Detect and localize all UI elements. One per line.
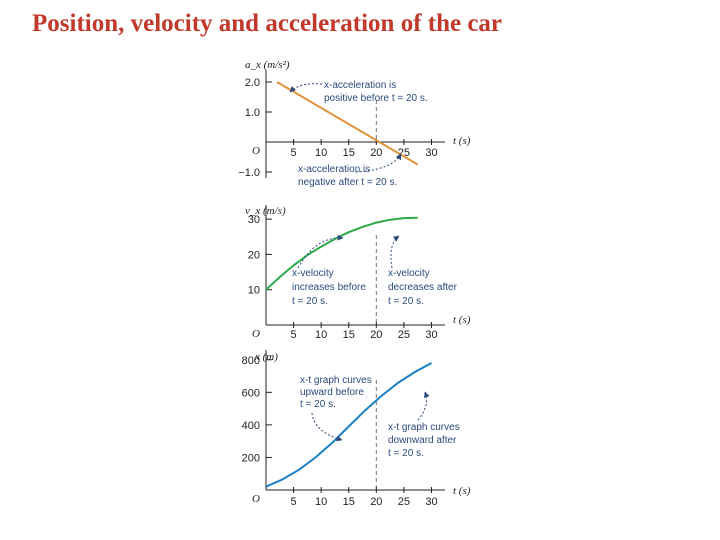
position-x-axis-label: t (s) [453, 485, 471, 497]
velocity-y-tick-label: 30 [248, 214, 260, 226]
acceleration-annotation-arrow [355, 153, 402, 173]
acceleration-x-tick-label: 5 [291, 147, 297, 159]
velocity-x-tick-label: 30 [425, 329, 437, 341]
velocity-x-tick-label: 20 [370, 329, 382, 341]
acceleration-y-tick-label: −1.0 [238, 167, 260, 179]
position-x-tick-label: 20 [370, 496, 382, 508]
page-title: Position, velocity and acceleration of t… [32, 10, 503, 37]
velocity-panel: 5 10 15 20 25 30 30 20 10 Ov_x (m/s) t (s) x-veloci… [245, 205, 471, 341]
position-curve [265, 362, 432, 488]
acceleration-x-tick-label: 30 [425, 147, 437, 159]
position-annotation-arrow [311, 412, 343, 442]
position-x-tick-label: 5 [291, 496, 297, 508]
velocity-y-axis-label: v_x (m/s) [245, 205, 286, 217]
acceleration-annotation-arrow [289, 83, 323, 93]
velocity-y-tick-label: 10 [248, 285, 260, 297]
position-x-tick-label: 25 [398, 496, 410, 508]
position-annotation-arrow [417, 391, 430, 421]
acceleration-annotation: x-acceleration is negative after t = 20 s… [298, 164, 397, 188]
acceleration-x-tick-label: 15 [343, 147, 355, 159]
position-y-tick-label: 800 [242, 355, 260, 367]
velocity-annotation: x-velocity increases before t = 20 s. [292, 268, 366, 307]
acceleration-x-tick-label: 20 [370, 147, 382, 159]
velocity-origin-label: O [252, 328, 260, 340]
velocity-x-tick-label: 10 [315, 329, 327, 341]
position-y-tick-label: 200 [242, 452, 260, 464]
position-y-axis-label: x (m) [254, 351, 278, 363]
velocity-x-axis-label: t (s) [453, 314, 471, 326]
velocity-x-tick-label: 5 [291, 329, 297, 341]
velocity-annotation-arrow [297, 234, 344, 269]
velocity-annotation: x-velocity decreases after t = 20 s. [388, 268, 458, 307]
velocity-x-tick-label: 15 [343, 329, 355, 341]
acceleration-panel: 5 10 15 20 25 302.01.0−1.0Oa_x (m/s²)t (s)x-a… [238, 59, 470, 188]
acceleration-y-axis-label: a_x (m/s²) [245, 59, 290, 71]
position-y-tick-label: 400 [242, 420, 260, 432]
acceleration-x-axis-label: t (s) [453, 135, 471, 147]
position-x-tick-label: 10 [315, 496, 327, 508]
velocity-y-tick-label: 20 [248, 249, 260, 261]
velocity-annotation-arrow [390, 235, 400, 269]
position-panel: 5 10 15 20 25 30 800 600 400 200 Ox (m) t (s) x-t gr… [242, 350, 471, 508]
acceleration-y-tick-label: 1.0 [245, 107, 260, 119]
position-x-tick-label: 15 [343, 496, 355, 508]
position-annotation: x-t graph curves upward before t = 20 s. [300, 375, 372, 410]
position-origin-label: O [252, 493, 260, 505]
acceleration-origin-label: O [252, 145, 260, 157]
position-x-tick-label: 30 [425, 496, 437, 508]
acceleration-annotation: x-acceleration is positive before t = 20 … [324, 80, 428, 104]
acceleration-curve [276, 81, 419, 166]
acceleration-x-tick-label: 10 [315, 147, 327, 159]
position-y-tick-label: 600 [242, 387, 260, 399]
position-annotation: x-t graph curves downward after t = 20 s. [388, 422, 460, 459]
velocity-x-tick-label: 25 [398, 329, 410, 341]
acceleration-y-tick-label: 2.0 [245, 77, 260, 89]
